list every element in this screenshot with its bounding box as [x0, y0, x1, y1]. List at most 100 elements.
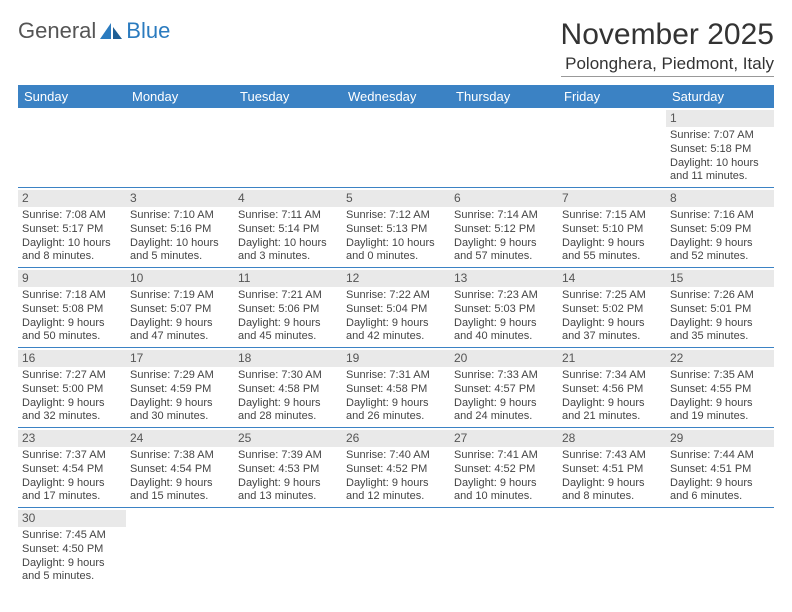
- daylight-text: and 28 minutes.: [238, 410, 338, 424]
- sunset-text: Sunset: 5:12 PM: [454, 223, 554, 237]
- calendar-cell: 11Sunrise: 7:21 AMSunset: 5:06 PMDayligh…: [234, 268, 342, 348]
- sunrise-text: Sunrise: 7:29 AM: [130, 369, 230, 383]
- calendar-cell: 16 Sunrise: 7:27 AMSunset: 5:00 PMDayligh…: [18, 348, 126, 428]
- sunset-text: Sunset: 4:54 PM: [130, 463, 230, 477]
- sunrise-text: Sunrise: 7:38 AM: [130, 449, 230, 463]
- daylight-text: Daylight: 9 hours: [22, 477, 122, 491]
- daylight-text: Daylight: 9 hours: [562, 317, 662, 331]
- calendar-row: 30Sunrise: 7:45 AMSunset: 4:50 PMDayligh…: [18, 508, 774, 588]
- daylight-text: Daylight: 9 hours: [670, 237, 770, 251]
- daylight-text: and 45 minutes.: [238, 330, 338, 344]
- daylight-text: and 8 minutes.: [22, 250, 122, 264]
- daylight-text: Daylight: 9 hours: [562, 237, 662, 251]
- day-number: 22: [666, 350, 774, 367]
- calendar-cell: 24Sunrise: 7:38 AMSunset: 4:54 PMDayligh…: [126, 428, 234, 508]
- sunrise-text: Sunrise: 7:30 AM: [238, 369, 338, 383]
- sunset-text: Sunset: 5:07 PM: [130, 303, 230, 317]
- month-title: November 2025: [561, 18, 774, 52]
- daylight-text: Daylight: 9 hours: [454, 237, 554, 251]
- daylight-text: Daylight: 9 hours: [670, 477, 770, 491]
- daylight-text: and 24 minutes.: [454, 410, 554, 424]
- sunrise-text: Sunrise: 7:10 AM: [130, 209, 230, 223]
- sunset-text: Sunset: 4:52 PM: [346, 463, 446, 477]
- sunset-text: Sunset: 5:09 PM: [670, 223, 770, 237]
- sunrise-text: Sunrise: 7:44 AM: [670, 449, 770, 463]
- calendar-cell: [342, 508, 450, 588]
- day-number: 10: [126, 270, 234, 287]
- daylight-text: Daylight: 10 hours: [130, 237, 230, 251]
- calendar-cell: [18, 108, 126, 188]
- calendar-cell: 26 Sunrise: 7:40 AMSunset: 4:52 PMDayligh…: [342, 428, 450, 508]
- daylight-text: Daylight: 9 hours: [130, 477, 230, 491]
- daylight-text: and 5 minutes.: [22, 570, 122, 584]
- daylight-text: Daylight: 9 hours: [238, 397, 338, 411]
- sunrise-text: Sunrise: 7:27 AM: [22, 369, 122, 383]
- sunset-text: Sunset: 5:10 PM: [562, 223, 662, 237]
- daylight-text: and 50 minutes.: [22, 330, 122, 344]
- calendar-cell: [126, 508, 234, 588]
- daylight-text: and 32 minutes.: [22, 410, 122, 424]
- daylight-text: Daylight: 9 hours: [130, 317, 230, 331]
- day-number: 26: [342, 430, 450, 447]
- sunrise-text: Sunrise: 7:40 AM: [346, 449, 446, 463]
- daylight-text: Daylight: 9 hours: [346, 477, 446, 491]
- daylight-text: Daylight: 10 hours: [670, 157, 770, 171]
- sunrise-text: Sunrise: 7:35 AM: [670, 369, 770, 383]
- day-header: Monday: [126, 85, 234, 108]
- sunrise-text: Sunrise: 7:14 AM: [454, 209, 554, 223]
- daylight-text: and 35 minutes.: [670, 330, 770, 344]
- daylight-text: Daylight: 9 hours: [22, 397, 122, 411]
- sunset-text: Sunset: 5:18 PM: [670, 143, 770, 157]
- calendar-cell: 25Sunrise: 7:39 AMSunset: 4:53 PMDayligh…: [234, 428, 342, 508]
- daylight-text: and 37 minutes.: [562, 330, 662, 344]
- calendar-cell: 18 Sunrise: 7:30 AMSunset: 4:58 PMDayligh…: [234, 348, 342, 428]
- day-number: 9: [18, 270, 126, 287]
- calendar-cell: 10Sunrise: 7:19 AMSunset: 5:07 PMDayligh…: [126, 268, 234, 348]
- sunrise-text: Sunrise: 7:21 AM: [238, 289, 338, 303]
- daylight-text: and 52 minutes.: [670, 250, 770, 264]
- calendar-cell: 15Sunrise: 7:26 AMSunset: 5:01 PMDayligh…: [666, 268, 774, 348]
- daylight-text: Daylight: 9 hours: [346, 397, 446, 411]
- day-number: 30: [18, 510, 126, 527]
- sunset-text: Sunset: 4:58 PM: [238, 383, 338, 397]
- daylight-text: Daylight: 9 hours: [670, 317, 770, 331]
- calendar-cell: 8Sunrise: 7:16 AMSunset: 5:09 PMDaylight…: [666, 188, 774, 268]
- calendar-cell: [234, 508, 342, 588]
- day-number: 28: [558, 430, 666, 447]
- sunset-text: Sunset: 4:52 PM: [454, 463, 554, 477]
- sunset-text: Sunset: 5:16 PM: [130, 223, 230, 237]
- calendar-cell: [558, 108, 666, 188]
- day-number: 3: [126, 190, 234, 207]
- sunrise-text: Sunrise: 7:07 AM: [670, 129, 770, 143]
- calendar-row: 16Sunrise: 7:27 AMSunset: 5:00 PMDayligh…: [18, 348, 774, 428]
- sunset-text: Sunset: 5:00 PM: [22, 383, 122, 397]
- sunset-text: Sunset: 4:56 PM: [562, 383, 662, 397]
- calendar-cell: 28Sunrise: 7:43 AMSunset: 4:51 PMDayligh…: [558, 428, 666, 508]
- daylight-text: and 11 minutes.: [670, 170, 770, 184]
- day-number: 14: [558, 270, 666, 287]
- daylight-text: Daylight: 10 hours: [346, 237, 446, 251]
- sunset-text: Sunset: 5:17 PM: [22, 223, 122, 237]
- daylight-text: and 21 minutes.: [562, 410, 662, 424]
- day-number: 11: [234, 270, 342, 287]
- calendar-cell: 12Sunrise: 7:22 AMSunset: 5:04 PMDayligh…: [342, 268, 450, 348]
- day-number: 21: [558, 350, 666, 367]
- day-number: 16: [18, 350, 126, 367]
- daylight-text: and 30 minutes.: [130, 410, 230, 424]
- sunrise-text: Sunrise: 7:26 AM: [670, 289, 770, 303]
- sunrise-text: Sunrise: 7:22 AM: [346, 289, 446, 303]
- sunset-text: Sunset: 5:13 PM: [346, 223, 446, 237]
- daylight-text: and 19 minutes.: [670, 410, 770, 424]
- daylight-text: and 0 minutes.: [346, 250, 446, 264]
- calendar-cell: 14Sunrise: 7:25 AMSunset: 5:02 PMDayligh…: [558, 268, 666, 348]
- calendar-cell: 5Sunrise: 7:12 AMSunset: 5:13 PMDaylight…: [342, 188, 450, 268]
- sail-icon: [98, 21, 124, 41]
- daylight-text: and 42 minutes.: [346, 330, 446, 344]
- day-number: 18: [234, 350, 342, 367]
- daylight-text: and 47 minutes.: [130, 330, 230, 344]
- calendar-cell: [450, 508, 558, 588]
- calendar-cell: 22Sunrise: 7:35 AMSunset: 4:55 PMDayligh…: [666, 348, 774, 428]
- calendar-row: 23Sunrise: 7:37 AMSunset: 4:54 PMDayligh…: [18, 428, 774, 508]
- calendar-cell: 19Sunrise: 7:31 AMSunset: 4:58 PMDayligh…: [342, 348, 450, 428]
- sunset-text: Sunset: 4:57 PM: [454, 383, 554, 397]
